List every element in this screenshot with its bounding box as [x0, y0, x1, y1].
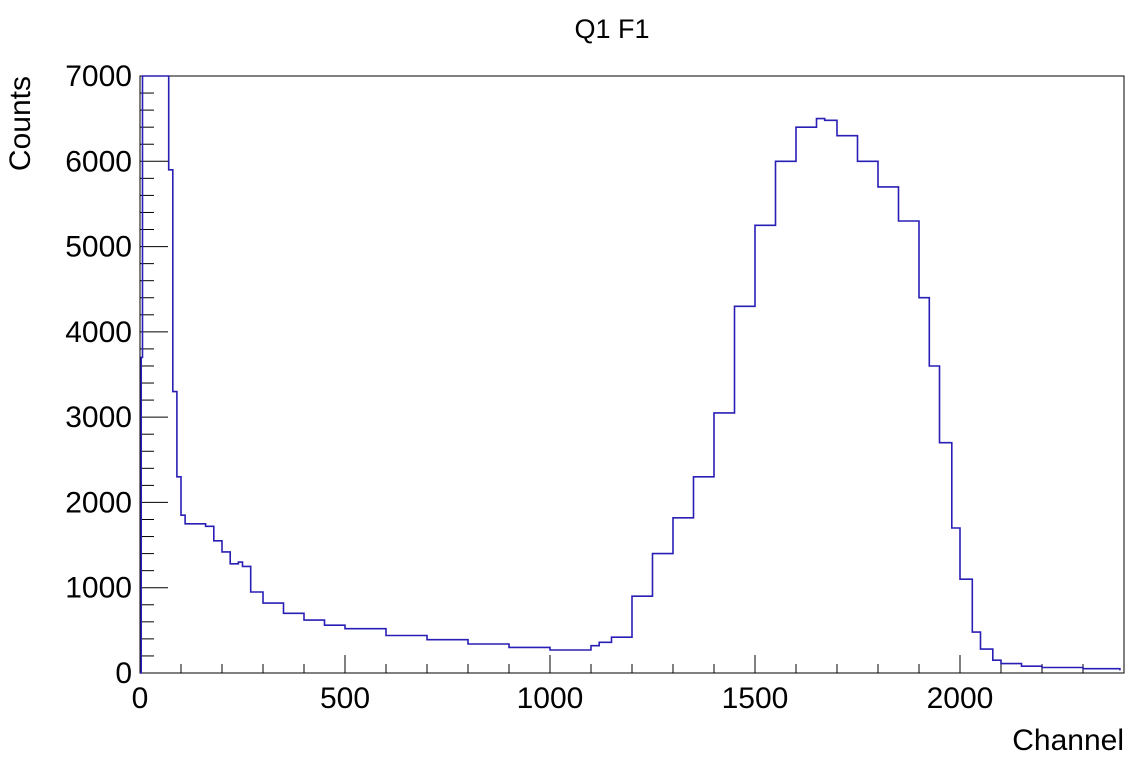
axis-ticks: [139, 75, 1125, 674]
y-tick-label: 2000: [65, 486, 132, 519]
y-tick-label: 6000: [65, 145, 132, 178]
x-tick-label: 2000: [927, 682, 994, 715]
x-tick-label: 0: [132, 682, 149, 715]
x-tick-label: 1000: [517, 682, 584, 715]
chart-title: Q1 F1: [574, 14, 649, 44]
y-tick-label: 1000: [65, 572, 132, 605]
x-tick-label: 1500: [722, 682, 789, 715]
y-tick-label: 5000: [65, 231, 132, 264]
plot-frame: [139, 75, 1125, 674]
y-tick-label: 3000: [65, 401, 132, 434]
x-axis-label: Channel: [1012, 724, 1124, 757]
y-axis-label: Counts: [4, 76, 37, 171]
x-tick-label: 500: [320, 682, 370, 715]
y-tick-label: 7000: [65, 60, 132, 93]
tick-labels: 0 500 1000 1500 2000 0 1000 2000 3000 4000 5000 600…: [65, 60, 993, 715]
series-line: [140, 75, 1121, 674]
y-tick-label: 0: [115, 657, 132, 690]
y-tick-label: 4000: [65, 316, 132, 349]
